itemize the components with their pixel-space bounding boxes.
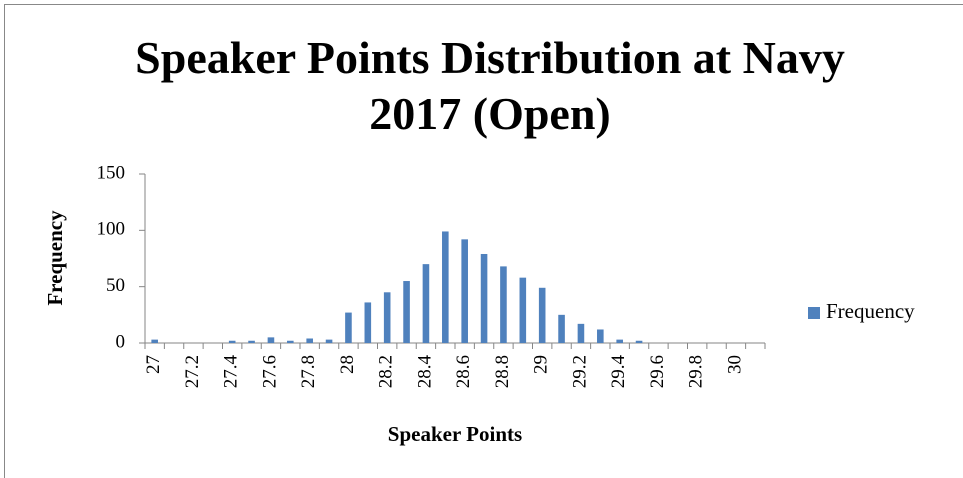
bar (635, 340, 643, 343)
bar (442, 231, 449, 343)
x-tick-label: 29 (531, 355, 552, 374)
legend-label: Frequency (826, 299, 915, 323)
bar (422, 264, 430, 343)
bar (519, 277, 527, 343)
x-tick-label: 29.2 (569, 355, 590, 388)
x-tick-label: 29.6 (647, 355, 668, 388)
legend-swatch (808, 307, 820, 319)
bar (345, 312, 352, 343)
bar (287, 340, 294, 343)
x-tick-label: 28.8 (492, 355, 513, 388)
bar (480, 253, 488, 343)
x-tick-label: 30 (724, 355, 745, 374)
bar (267, 337, 275, 343)
x-tick-label: 29.4 (608, 355, 629, 389)
bar (306, 338, 313, 343)
y-tick-label: 100 (97, 219, 126, 240)
bar (383, 292, 391, 343)
bar (500, 266, 507, 343)
bar (558, 314, 565, 343)
chart-border (4, 4, 963, 478)
y-tick-label: 0 (116, 331, 126, 352)
y-axis-title: Frequency (43, 210, 67, 306)
x-tick-label: 29.8 (686, 355, 707, 388)
x-axis-title: Speaker Points (388, 422, 522, 446)
x-tick-label: 27.2 (182, 355, 203, 388)
x-tick-label: 27.4 (221, 355, 242, 389)
bar (228, 340, 236, 343)
y-tick-label: 50 (106, 275, 125, 296)
x-tick-label: 28.2 (376, 355, 397, 388)
bar (461, 239, 468, 343)
bar (597, 329, 604, 343)
bar (151, 339, 158, 343)
bar (248, 340, 255, 343)
bar (577, 323, 585, 343)
bar (616, 339, 623, 343)
x-tick-label: 27 (143, 355, 164, 374)
bar (325, 339, 333, 343)
x-tick-label: 28.4 (414, 355, 435, 389)
bar (403, 281, 410, 343)
x-tick-label: 28 (337, 355, 358, 374)
x-tick-label: 27.6 (259, 355, 280, 388)
bar (538, 287, 546, 343)
bar (364, 302, 372, 343)
y-tick-label: 150 (97, 162, 126, 183)
x-tick-label: 27.8 (298, 355, 319, 388)
x-tick-label: 28.6 (453, 355, 474, 388)
chart-title: Speaker Points Distribution at Navy 2017… (135, 32, 845, 139)
